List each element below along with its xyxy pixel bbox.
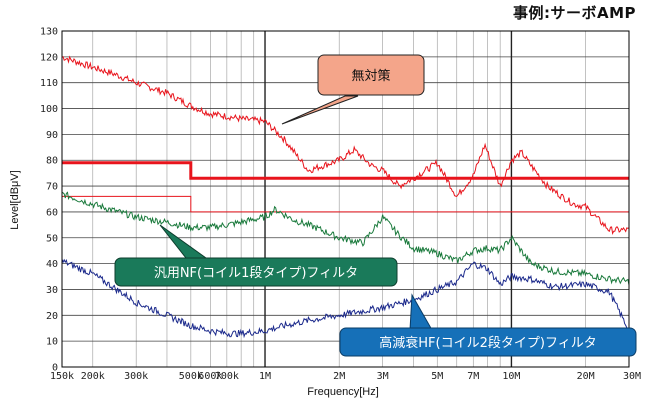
y-tick-label: 110 <box>40 78 58 89</box>
callout-no-countermeasure: 無対策 <box>281 54 425 125</box>
x-tick-label: 700k <box>215 371 239 382</box>
x-tick-label: 3M <box>377 371 389 382</box>
y-tick-label: 120 <box>40 52 58 63</box>
x-tick-label: 300k <box>124 371 148 382</box>
callout-nf-filter-box <box>114 257 398 287</box>
x-tick-label: 600k <box>198 371 222 382</box>
y-tick-label: 100 <box>40 104 58 115</box>
series-no-countermeasure <box>61 55 630 235</box>
page-title: 事例:サーボAMP <box>512 4 636 22</box>
y-tick-label: 80 <box>46 156 58 167</box>
y-tick-label: 70 <box>46 182 58 193</box>
y-tick-labels: 0 10 20 30 40 50 60 70 80 90 100 110 120 130 <box>40 27 58 374</box>
x-tick-label: 7M <box>467 371 479 382</box>
x-tick-label: 5M <box>431 371 443 382</box>
x-tick-label: 10M <box>502 371 520 382</box>
x-tick-label: 30M <box>623 371 641 382</box>
limit-line-quasi-peak <box>62 161 629 180</box>
x-tick-label: 2M <box>333 371 345 382</box>
y-tick-label: 20 <box>46 311 58 322</box>
y-tick-label: 30 <box>46 285 58 296</box>
y-tick-label: 40 <box>46 259 58 270</box>
callout-nf-filter: 汎用NF(コイル1段タイプ)フィルタ <box>114 224 398 287</box>
x-tick-label: 200k <box>81 371 105 382</box>
x-axis-label: Frequency[Hz] <box>307 386 379 398</box>
callout-no-countermeasure-label: 無対策 <box>351 68 390 84</box>
callout-no-countermeasure-pointer <box>281 95 359 125</box>
y-tick-label: 60 <box>46 207 58 218</box>
limit-line-average <box>62 195 629 213</box>
x-tick-label: 20M <box>577 371 595 382</box>
callout-hf-filter: 高減衰HF(コイル2段タイプ)フィルタ <box>339 293 637 357</box>
callout-hf-filter-label: 高減衰HF(コイル2段タイプ)フィルタ <box>379 335 596 351</box>
callout-hf-filter-box <box>339 327 637 357</box>
x-tick-label: 500k <box>179 371 203 382</box>
y-tick-label: 130 <box>40 27 58 38</box>
x-tick-label: 1M <box>259 371 271 382</box>
limit-lines <box>62 161 629 213</box>
callout-no-countermeasure-box <box>317 54 425 96</box>
y-tick-label: 0 <box>52 363 58 374</box>
callout-nf-filter-label: 汎用NF(コイル1段タイプ)フィルタ <box>154 266 358 281</box>
y-tick-label: 90 <box>46 130 58 141</box>
series-hf-filter <box>61 258 630 339</box>
y-axis-label: Level[dBμV] <box>9 170 21 230</box>
series-nf-filter <box>61 191 630 286</box>
series-group <box>61 55 630 339</box>
plot-frame <box>61 30 630 368</box>
y-tick-label: 50 <box>46 233 58 244</box>
x-tick-label: 150k <box>50 371 74 382</box>
y-tick-label: 10 <box>46 337 58 348</box>
